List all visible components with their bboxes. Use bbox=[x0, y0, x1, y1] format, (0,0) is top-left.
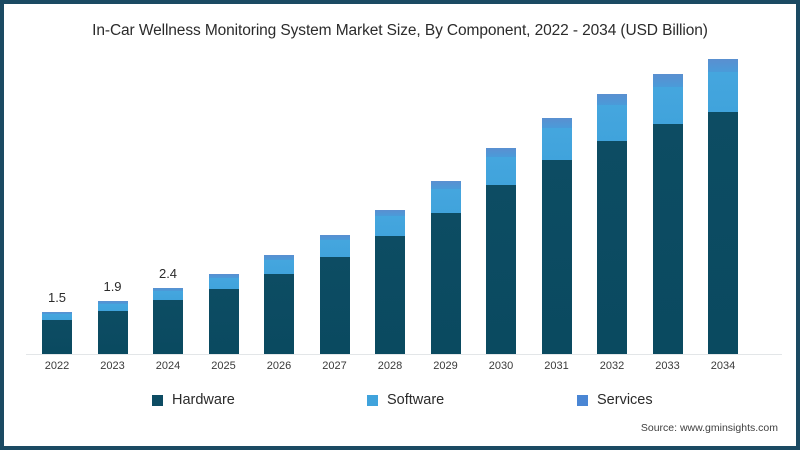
x-axis-tick-2034: 2034 bbox=[710, 360, 736, 372]
bar-column-2024[interactable] bbox=[153, 287, 183, 354]
legend-item-services[interactable]: Services bbox=[577, 392, 653, 408]
bar-segment-software-2030[interactable] bbox=[486, 157, 516, 186]
x-axis-tick-2024: 2024 bbox=[155, 360, 181, 372]
bar-segment-services-2034[interactable] bbox=[708, 59, 738, 73]
bar-segment-hardware-2031[interactable] bbox=[541, 160, 572, 354]
bar-segment-hardware-2027[interactable] bbox=[319, 257, 350, 354]
bar-segment-services-2032[interactable] bbox=[597, 93, 627, 106]
legend-item-hardware[interactable]: Hardware bbox=[152, 392, 235, 408]
bar-segment-software-2027[interactable] bbox=[319, 240, 350, 258]
bar-column-2029[interactable] bbox=[430, 180, 461, 354]
bar-column-2026[interactable] bbox=[264, 255, 294, 354]
bar-column-2028[interactable] bbox=[375, 209, 405, 354]
bar-column-2023[interactable] bbox=[97, 301, 128, 354]
x-axis-tick-2022: 2022 bbox=[44, 360, 70, 372]
bar-segment-software-2032[interactable] bbox=[597, 105, 627, 141]
bar-column-2033[interactable] bbox=[652, 74, 683, 354]
legend-label-software: Software bbox=[387, 392, 445, 408]
bar-segment-services-2029[interactable] bbox=[430, 180, 461, 189]
bar-column-2022[interactable] bbox=[42, 312, 72, 354]
x-axis-tick-2023: 2023 bbox=[100, 360, 125, 372]
bar-segment-services-2025[interactable] bbox=[208, 274, 239, 278]
bar-segment-hardware-2033[interactable] bbox=[652, 124, 683, 354]
bar-segment-software-2024[interactable] bbox=[153, 290, 183, 300]
bar-segment-services-2026[interactable] bbox=[264, 255, 294, 260]
bar-segment-software-2033[interactable] bbox=[652, 86, 683, 125]
bar-column-2031[interactable] bbox=[541, 117, 572, 354]
bar-segment-services-2031[interactable] bbox=[541, 117, 572, 129]
bar-segment-services-2022[interactable] bbox=[42, 312, 72, 315]
bar-column-2034[interactable] bbox=[708, 59, 738, 354]
bar-segment-services-2027[interactable] bbox=[319, 234, 350, 241]
bar-segment-hardware-2029[interactable] bbox=[430, 212, 461, 354]
bar-segment-hardware-2030[interactable] bbox=[486, 185, 516, 354]
bar-column-2030[interactable] bbox=[486, 148, 516, 354]
legend-item-software[interactable]: Software bbox=[367, 392, 444, 408]
bar-value-label-2024: 2.4 bbox=[158, 265, 178, 281]
bar-segment-software-2034[interactable] bbox=[708, 72, 738, 112]
bar-segment-software-2028[interactable] bbox=[375, 216, 405, 237]
bar-value-label-2023: 1.9 bbox=[103, 279, 122, 295]
x-axis-line bbox=[26, 354, 782, 355]
x-axis-tick-2031: 2031 bbox=[544, 360, 569, 372]
bar-segment-software-2026[interactable] bbox=[264, 259, 294, 274]
bar-column-2025[interactable] bbox=[208, 274, 239, 354]
page-title: In-Car Wellness Monitoring System Market… bbox=[92, 22, 708, 39]
bar-segment-software-2025[interactable] bbox=[208, 277, 239, 289]
bar-segment-services-2024[interactable] bbox=[153, 287, 183, 291]
bar-segment-hardware-2034[interactable] bbox=[708, 111, 738, 354]
bar-segment-hardware-2026[interactable] bbox=[264, 273, 294, 354]
bar-segment-hardware-2024[interactable] bbox=[153, 299, 183, 354]
x-axis-tick-2025: 2025 bbox=[211, 360, 236, 372]
bar-segment-hardware-2022[interactable] bbox=[42, 320, 72, 354]
legend-swatch-services bbox=[577, 394, 588, 406]
bar-segment-services-2030[interactable] bbox=[486, 148, 516, 158]
x-axis-tick-2028: 2028 bbox=[377, 360, 403, 372]
bar-segment-hardware-2032[interactable] bbox=[597, 140, 627, 354]
legend-label-hardware: Hardware bbox=[172, 392, 235, 408]
bar-segment-software-2022[interactable] bbox=[42, 314, 72, 321]
legend-swatch-hardware bbox=[152, 394, 163, 406]
bar-segment-hardware-2025[interactable] bbox=[208, 288, 239, 354]
bar-segment-services-2033[interactable] bbox=[652, 74, 683, 87]
legend-swatch-software bbox=[367, 394, 378, 406]
bar-segment-services-2028[interactable] bbox=[375, 209, 405, 217]
bar-segment-services-2023[interactable] bbox=[97, 301, 128, 304]
bar-segment-software-2023[interactable] bbox=[97, 303, 128, 312]
bar-segment-hardware-2023[interactable] bbox=[97, 311, 128, 354]
x-axis-tick-2026: 2026 bbox=[266, 360, 292, 372]
bar-column-2027[interactable] bbox=[319, 234, 350, 354]
bar-segment-hardware-2028[interactable] bbox=[375, 236, 405, 354]
bar-segment-software-2029[interactable] bbox=[430, 188, 461, 213]
source-note: Source: www.gminsights.com bbox=[640, 422, 778, 434]
chart-legend: Hardware Software Services bbox=[4, 392, 796, 416]
x-axis-tick-2029: 2029 bbox=[433, 360, 458, 372]
x-axis-tick-2032: 2032 bbox=[599, 360, 625, 372]
chart-plot-area bbox=[26, 59, 782, 354]
bar-segment-software-2031[interactable] bbox=[541, 128, 572, 161]
bar-value-label-2022: 1.5 bbox=[47, 290, 67, 306]
x-axis-tick-2033: 2033 bbox=[655, 360, 680, 372]
bar-column-2032[interactable] bbox=[597, 93, 627, 354]
x-axis-tick-2027: 2027 bbox=[322, 360, 347, 372]
legend-label-services: Services bbox=[597, 392, 653, 408]
x-axis-tick-2030: 2030 bbox=[488, 360, 514, 372]
